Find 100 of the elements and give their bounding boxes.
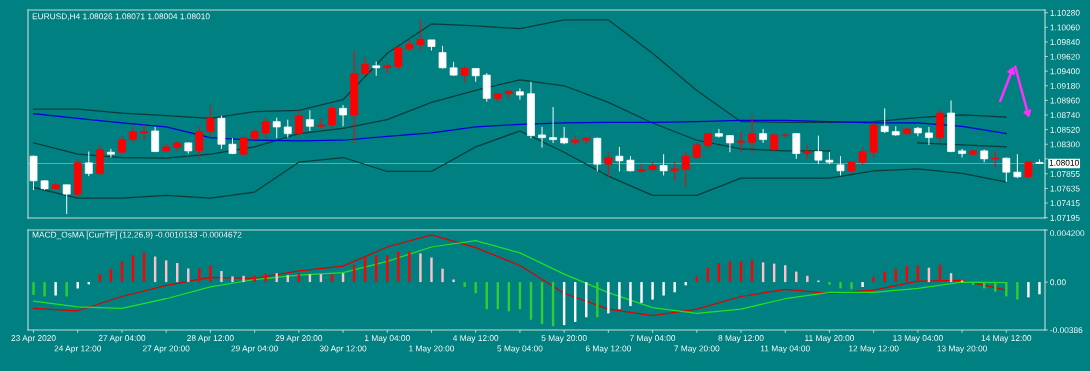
candlestick [272,117,281,139]
bar [397,251,400,283]
bar [419,253,422,283]
x-tick-label: 13 May 20:00 [937,345,988,354]
chart-title: MACD_OsMA [CurrTF] (12,26,9) -0.0010133 -0.0004672 [32,231,242,240]
bar [65,282,68,297]
y-tick-label: 0.00 [1050,279,1066,286]
x-tick-label: 8 May 12:00 [718,335,764,343]
bar [883,271,886,283]
candlestick [880,107,889,134]
x-tick-label: 5 May 20:00 [541,335,587,343]
bar [253,275,256,283]
x-tick-label: 29 Apr 20:00 [275,335,323,343]
y-tick-label: -0.00386 [1050,327,1083,334]
y-tick-label: 1.09400 [1050,68,1080,75]
y-tick-label: 1.08300 [1050,141,1080,148]
x-tick-label: 4 May 12:00 [452,335,499,343]
candlestick [659,153,668,176]
x-tick-label: 27 Apr 20:00 [142,345,190,354]
candlestick [107,148,115,159]
y-tick-label: 1.10280 [1050,9,1080,16]
bar [662,282,665,296]
y-tick-label: 1.08740 [1050,112,1080,119]
candlestick [681,151,690,188]
y-tick-label: 1.09180 [1050,82,1080,89]
bar [828,282,831,285]
x-tick-label: 12 May 12:00 [849,345,899,354]
bar [651,282,654,300]
bar [220,270,223,283]
bar [839,282,842,289]
candlestick [615,146,624,172]
bar [408,251,411,283]
candlestick [670,161,679,182]
bar [187,268,190,283]
x-tick-label: 5 May 04:00 [497,345,543,354]
candlestick [858,146,867,166]
x-tick-label: 1 May 20:00 [409,345,455,354]
y-tick-label: 1.09840 [1050,39,1080,45]
candlestick [759,128,767,144]
y-tick-label: 0.004200 [1050,230,1085,237]
candlestick [814,135,823,165]
bar [1027,282,1030,298]
bar [452,279,455,283]
x-tick-label: 14 May 12:00 [981,335,1032,343]
candlestick [416,19,425,52]
bar [872,276,875,283]
x-tick-label: 6 May 12:00 [585,345,631,354]
bar [673,282,676,293]
x-tick-label: 24 Apr 12:00 [54,345,102,354]
chart-title: EURUSD,H4 1.08026 1.08071 1.08004 1.08010 [32,13,210,21]
y-tick-label: 1.10060 [1050,24,1080,31]
bar [198,268,201,283]
bar [1005,282,1008,297]
bar [43,282,46,297]
bar [441,268,444,283]
candlestick [140,123,148,141]
y-tick-label: 1.08520 [1050,126,1080,133]
y-tick-label: 1.09620 [1050,53,1080,60]
candlestick [516,87,524,101]
candlestick [482,72,491,103]
candlestick [294,108,303,136]
bar [618,282,621,310]
y-tick-label: 1.07195 [1050,214,1080,221]
candlestick [737,130,745,153]
candlestick [95,144,104,176]
candlestick [129,125,137,144]
candlestick [504,89,513,99]
bar [1016,282,1019,300]
candlestick [560,126,569,145]
candlestick [748,114,756,155]
ref-line-label: 1.08010 [1049,159,1079,166]
y-tick-label: 1.07855 [1050,171,1080,177]
x-tick-label: 11 May 20:00 [805,335,855,343]
bar [430,257,433,283]
candlestick [339,104,347,127]
candlestick [118,135,126,155]
bar [629,282,632,307]
candlestick [549,106,557,144]
bar [231,276,234,283]
candlestick [726,134,734,153]
bar [264,273,267,283]
candlestick [306,109,314,132]
candlestick [1002,157,1011,183]
bar [32,282,35,295]
candlestick [328,104,336,130]
bar [209,265,212,283]
candlestick [836,155,845,176]
x-tick-label: 11 May 04:00 [760,345,810,354]
candlestick [195,125,204,159]
x-tick-label: 28 Apr 12:00 [187,335,234,343]
x-tick-label: 30 Apr 12:00 [319,345,367,354]
candlestick [538,126,546,149]
candlestick [317,117,325,130]
bar [850,282,853,290]
candlestick [84,151,93,177]
candlestick [394,45,403,70]
candlestick [62,184,71,215]
bar [806,275,809,283]
bar [474,282,477,294]
x-tick-label: 29 Apr 04:00 [231,345,278,354]
